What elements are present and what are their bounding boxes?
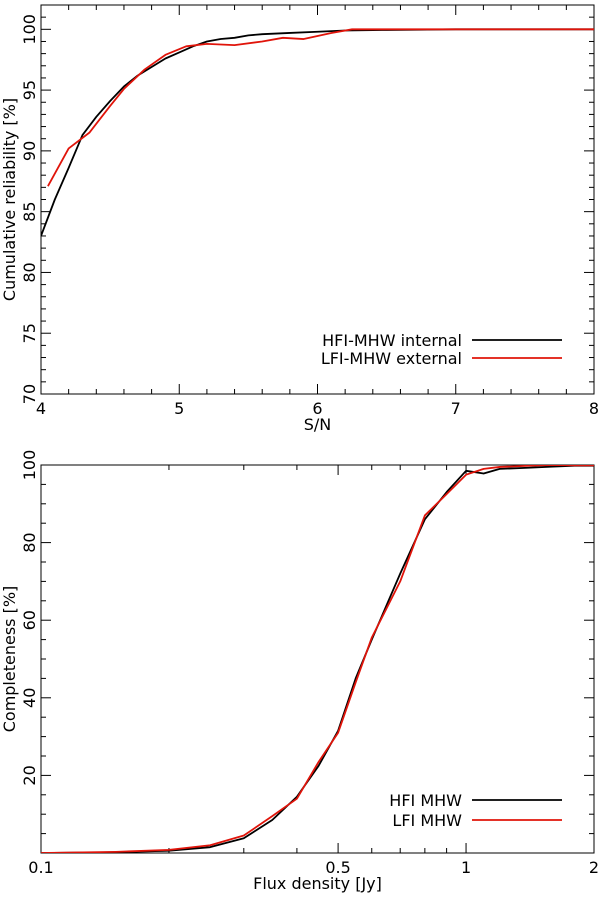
- reliability-chart: 4 5 6 7 8 70 75 80 85 90 95 100 S/N Cumulative reliab…: [0, 4, 599, 434]
- y-tick-label: 20: [20, 765, 39, 785]
- y-tick-label: 100: [20, 14, 39, 45]
- y-tick-label: 95: [20, 80, 39, 100]
- legend-label: HFI MHW: [389, 791, 462, 810]
- series-line-black: [41, 465, 594, 853]
- x-tick-label: 0.1: [28, 858, 53, 877]
- y-tick-label: 80: [20, 262, 39, 282]
- x-tick-label: 0.5: [325, 858, 350, 877]
- y-axis-label: Completeness [%]: [0, 586, 19, 733]
- x-axis-label: Flux density [Jy]: [253, 874, 382, 893]
- x-tick-label: 8: [589, 399, 599, 418]
- x-tick-label: 6: [312, 399, 322, 418]
- x-axis-label: S/N: [304, 415, 332, 434]
- series-line-red: [41, 465, 594, 853]
- plot-frame: [40, 464, 595, 854]
- y-tick-label: 70: [20, 384, 39, 404]
- legend-label: LFI-MHW external: [321, 349, 462, 368]
- y-tick-label: 100: [20, 450, 39, 481]
- y-axis-label: Cumulative reliability [%]: [0, 98, 19, 301]
- x-tick-label: 2: [589, 858, 599, 877]
- legend-label: HFI-MHW internal: [322, 331, 462, 350]
- y-tick-label: 85: [20, 201, 39, 221]
- x-tick-label: 1: [461, 858, 471, 877]
- completeness-chart: 0.1 0.5 1 2 20 40 60 80 100 Flux density [Jy] Comp…: [0, 450, 599, 893]
- y-tick-label: 40: [20, 688, 39, 708]
- series-line-red: [47, 28, 594, 187]
- plot-frame: [40, 4, 595, 395]
- y-tick-label: 80: [20, 532, 39, 552]
- y-tick-label: 75: [20, 323, 39, 343]
- y-tick-label: 60: [20, 610, 39, 630]
- series-line-black: [41, 28, 594, 237]
- x-tick-label: 7: [451, 399, 461, 418]
- x-tick-label: 5: [174, 399, 184, 418]
- legend-label: LFI MHW: [392, 811, 462, 830]
- y-tick-label: 90: [20, 141, 39, 161]
- x-tick-label: 4: [36, 399, 46, 418]
